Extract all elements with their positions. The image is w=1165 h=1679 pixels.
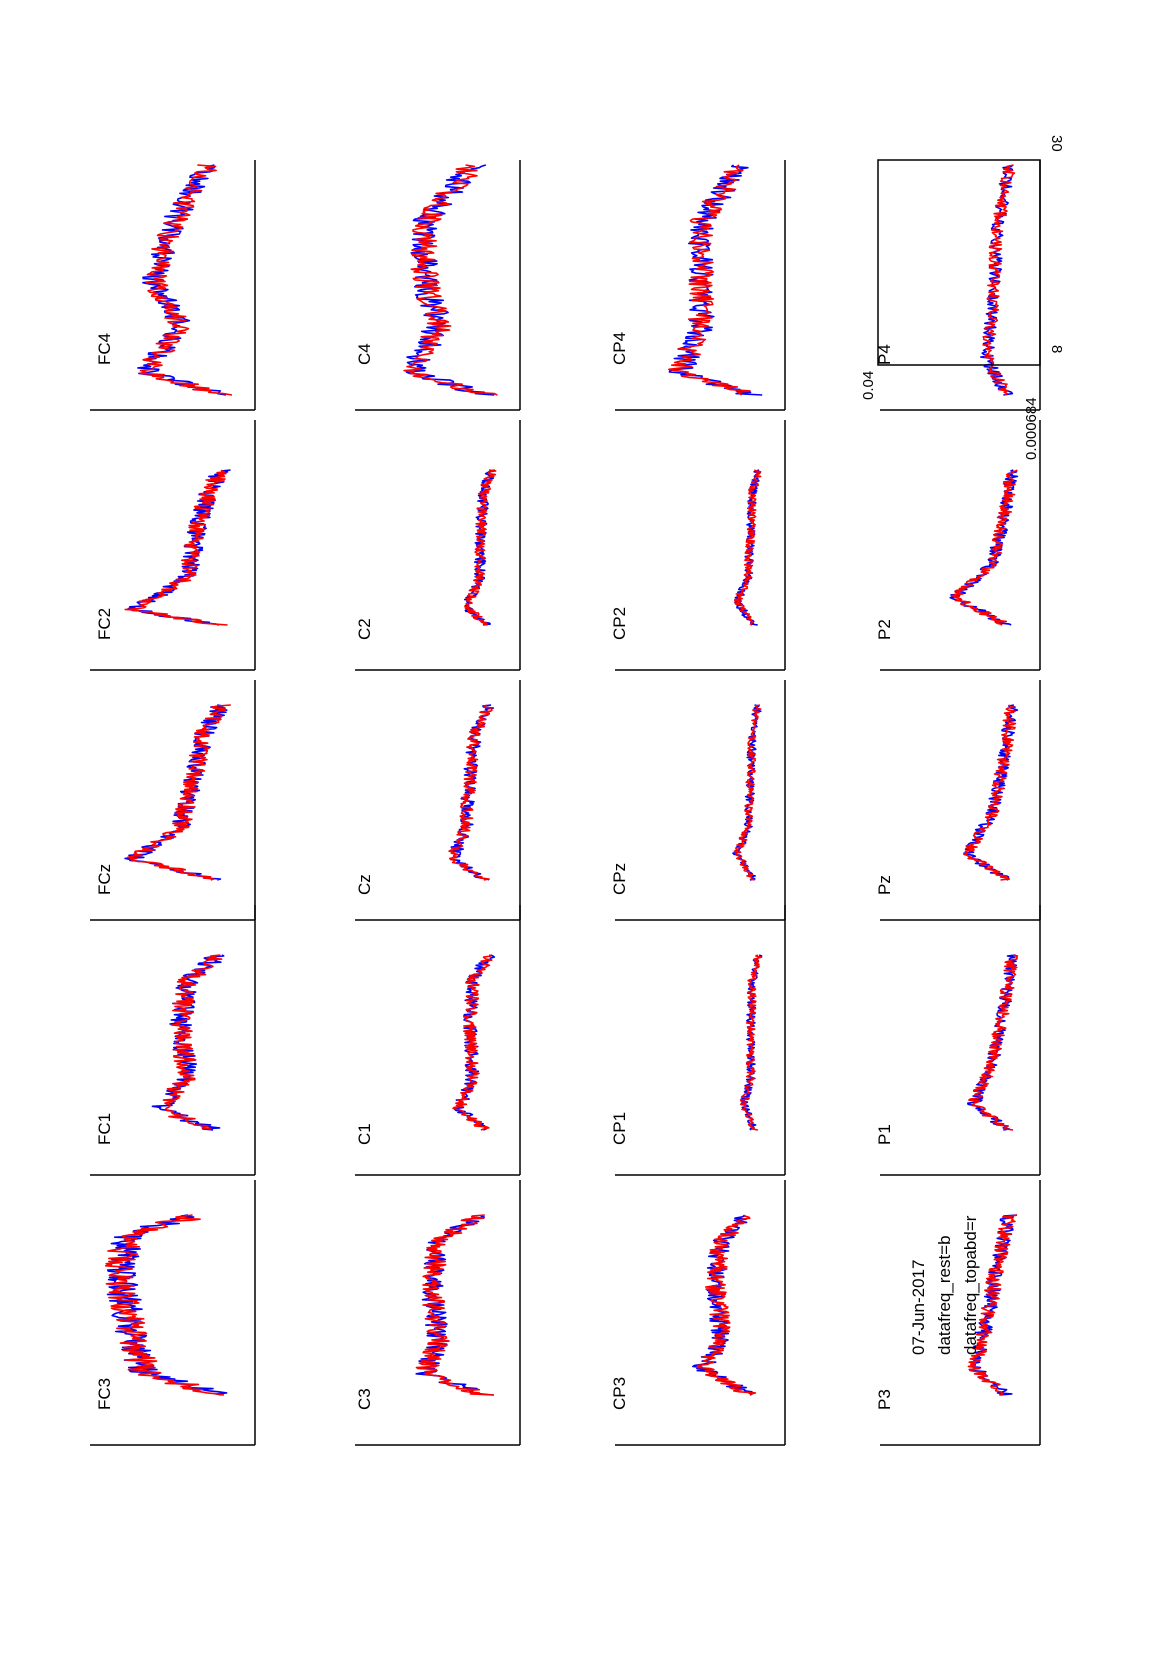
series-topabd-line [448,704,493,881]
channel-panel-pz: Pz [875,680,1041,921]
series-topabd-line [104,1214,225,1396]
channel-label: FC4 [95,333,114,365]
series-topabd-line [452,954,493,1131]
channel-label: CP2 [610,607,629,640]
channel-label: CPz [610,863,629,895]
channel-panel-c3: C3 [355,1180,521,1446]
series-topabd-line [967,1214,1018,1396]
channel-label: C3 [355,1388,374,1410]
channel-panel-fc1: FC1 [90,905,256,1176]
series-topabd-line [668,164,751,396]
channel-label: CP3 [610,1377,629,1410]
channel-panel-cp1: CP1 [610,905,786,1176]
channel-panel-p2: P2 [875,420,1041,671]
channel-label: FC1 [95,1113,114,1145]
channel-label: CP4 [610,332,629,365]
legend-rest: datafreq_rest=b [935,1235,954,1355]
channel-panel-cz: Cz [355,680,521,921]
channel-panel-fc3: FC3 [90,1180,256,1446]
series-topabd-line [696,1214,757,1396]
channel-panel-fc4: FC4 [90,160,256,411]
channel-label: P1 [875,1124,894,1145]
channel-label: P4 [875,344,894,365]
y-min-tick-label: 0.000684 [1023,397,1040,460]
series-topabd-line [464,469,497,626]
channel-panel-fcz: FCz [90,680,256,921]
axes-key-box [877,159,1041,366]
channel-label: P2 [875,619,894,640]
channel-panel-cpz: CPz [610,680,786,921]
channel-panels: FC3 FC1 FCz FC2 FC4 C3 C1 Cz C2 C4 CP3 CP1 CPz CP2 CP4… [90,160,1041,1446]
channel-label: P3 [875,1389,894,1410]
channel-label: C4 [355,343,374,365]
figure-info: 07-Jun-2017 datafreq_rest=b datafreq_top… [909,1215,980,1355]
series-topabd-line [162,954,223,1131]
channel-panel-cp4: CP4 [610,160,786,411]
axes-key: 0.04 0.000684 8 30 [860,135,1065,460]
date-label: 07-Jun-2017 [909,1260,928,1355]
channel-panel-fc2: FC2 [90,420,256,671]
channel-label: FC2 [95,608,114,640]
series-topabd-line [415,1214,495,1396]
channel-panel-p3: P3 [875,1180,1041,1446]
series-topabd-line [982,164,1016,396]
channel-label: C1 [355,1123,374,1145]
channel-label: Cz [355,874,374,895]
series-topabd-line [139,164,233,396]
channel-panel-cp2: CP2 [610,420,786,671]
series-topabd-line [734,469,762,626]
legend-topabd: datafreq_topabd=r [961,1215,980,1355]
series-topabd-line [733,704,762,881]
series-rest-line [405,164,495,396]
channel-panel-c2: C2 [355,420,521,671]
channel-label: CP1 [610,1112,629,1145]
y-max-tick-label: 0.04 [860,371,877,400]
series-topabd-line [739,954,763,1131]
channel-label: FC3 [95,1378,114,1410]
channel-panel-c4: C4 [355,160,521,411]
channel-label: C2 [355,618,374,640]
channel-panel-p1: P1 [875,905,1041,1176]
series-topabd-line [968,954,1019,1131]
channel-label: FCz [95,864,114,895]
series-topabd-line [124,469,228,626]
x-max-tick-label: 30 [1048,135,1065,152]
series-topabd-line [950,469,1018,626]
channel-panel-cp3: CP3 [610,1180,786,1446]
channel-label: Pz [875,875,894,895]
x-min-tick-label: 8 [1048,345,1065,353]
series-topabd-line [126,704,231,881]
series-topabd-line [963,704,1017,881]
channel-panel-c1: C1 [355,905,521,1176]
series-topabd-line [403,164,498,396]
